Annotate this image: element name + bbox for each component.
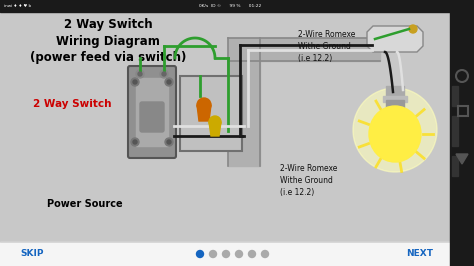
Bar	[458, 106, 468, 116]
Bar	[0, 242, 450, 266]
Circle shape	[138, 72, 142, 76]
Circle shape	[160, 70, 168, 78]
Circle shape	[131, 138, 139, 146]
Circle shape	[197, 98, 211, 112]
Circle shape	[165, 78, 173, 86]
Circle shape	[133, 80, 137, 84]
Circle shape	[131, 78, 139, 86]
Circle shape	[353, 88, 437, 172]
Circle shape	[262, 251, 268, 257]
Bar	[452, 86, 458, 106]
Circle shape	[209, 116, 221, 128]
Circle shape	[222, 251, 229, 257]
Circle shape	[248, 251, 255, 257]
Circle shape	[167, 80, 171, 84]
Bar	[0, 0, 450, 12]
Bar	[136, 78, 168, 146]
Ellipse shape	[369, 106, 421, 162]
Bar	[386, 100, 404, 108]
Circle shape	[162, 72, 166, 76]
Circle shape	[136, 70, 144, 78]
Bar	[180, 76, 242, 151]
Bar	[386, 86, 404, 98]
Bar	[452, 156, 458, 176]
Text: SKIP: SKIP	[20, 250, 44, 259]
Circle shape	[165, 138, 173, 146]
Circle shape	[133, 140, 137, 144]
Text: 2-Wire Romexe
Withe Ground
(i.e 12.2): 2-Wire Romexe Withe Ground (i.e 12.2)	[298, 30, 356, 63]
Text: 2 Way Switch
Wiring Diagram
(power feed via switch): 2 Way Switch Wiring Diagram (power feed …	[30, 18, 186, 64]
Polygon shape	[209, 122, 221, 136]
Bar	[450, 0, 474, 266]
Circle shape	[409, 25, 417, 33]
Polygon shape	[197, 105, 211, 121]
Text: Power Source: Power Source	[47, 199, 123, 209]
Polygon shape	[367, 26, 423, 52]
Text: 0K/s  ID ©      99 %      01:22: 0K/s ID © 99 % 01:22	[199, 4, 261, 8]
Bar	[228, 38, 260, 166]
Polygon shape	[456, 154, 468, 164]
Bar	[0, 12, 450, 242]
Text: 2-Wire Romexe
Withe Ground
(i.e 12.2): 2-Wire Romexe Withe Ground (i.e 12.2)	[280, 164, 337, 197]
Polygon shape	[384, 108, 406, 118]
Bar	[452, 116, 458, 146]
FancyBboxPatch shape	[128, 66, 176, 158]
Text: inwi ♦ ♦ ♥ b: inwi ♦ ♦ ♥ b	[4, 4, 31, 8]
Text: NEXT: NEXT	[407, 250, 434, 259]
Bar	[383, 96, 407, 102]
Bar	[228, 38, 380, 61]
Circle shape	[197, 251, 203, 257]
FancyBboxPatch shape	[140, 102, 164, 132]
Circle shape	[236, 251, 243, 257]
Text: 2 Way Switch: 2 Way Switch	[33, 99, 111, 109]
Circle shape	[210, 251, 217, 257]
Circle shape	[167, 140, 171, 144]
